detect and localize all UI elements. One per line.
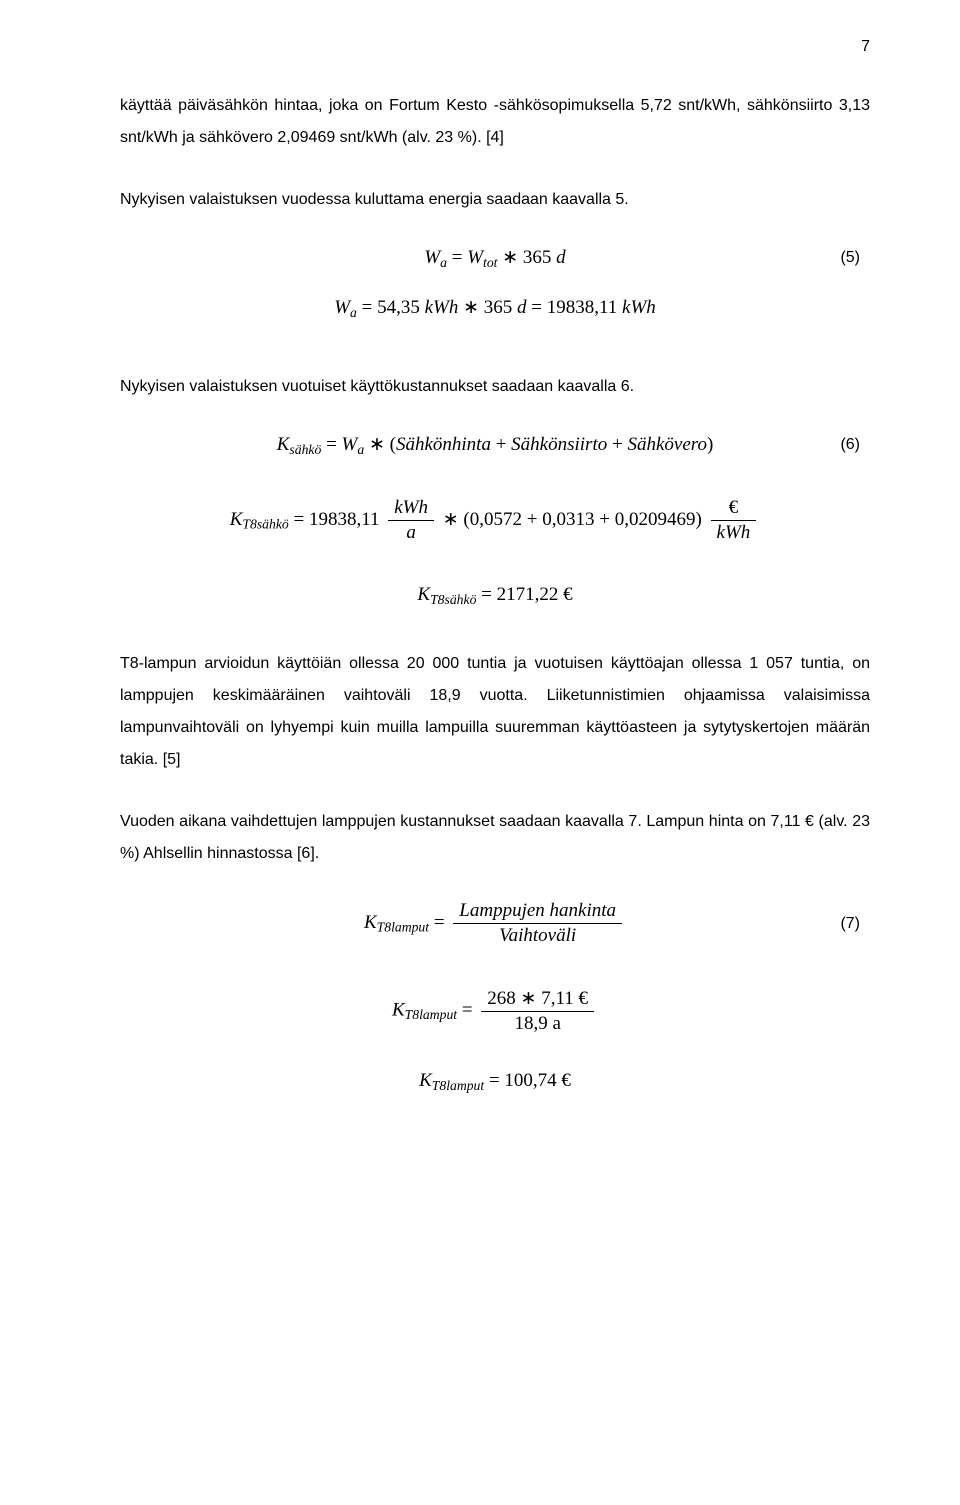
equation-5: Wa = Wtot ∗ 365 d (5) xyxy=(120,246,870,271)
eq-sign: = xyxy=(326,434,341,455)
eq-sign: = xyxy=(434,912,449,933)
sub-sahko: sähkö xyxy=(289,441,321,456)
sub-a: a xyxy=(350,305,357,320)
var-k: K xyxy=(364,912,377,933)
fraction-calc: 268 ∗ 7,11 € 18,9 a xyxy=(481,987,594,1035)
equation-6-result: KT8sähkö = 2171,22 € xyxy=(120,584,870,608)
eq-result: = 100,74 € xyxy=(489,1070,571,1091)
paragraph-5: Vuoden aikana vaihdettujen lamppujen kus… xyxy=(120,806,870,870)
frac-den: 18,9 a xyxy=(481,1012,594,1035)
frac-den-text: 18,9 a xyxy=(514,1013,560,1034)
frac-den: a xyxy=(388,521,434,544)
frac-num: kWh xyxy=(388,497,434,521)
equation-7: KT8lamput = Lamppujen hankinta Vaihtoväl… xyxy=(120,900,870,947)
times-text: ∗ (0,0572 + 0,0313 + 0,0209469) xyxy=(443,509,707,530)
paragraph-4: T8-lampun arvioidun käyttöiän ollessa 20… xyxy=(120,648,870,776)
unit-kwh-2: kWh xyxy=(622,297,656,318)
equation-number-5: (5) xyxy=(840,249,860,267)
var-wa: W xyxy=(342,434,358,455)
var-wtot: W xyxy=(467,247,483,268)
var-k: K xyxy=(419,1070,432,1091)
fraction-eur-kwh: € kWh xyxy=(711,497,757,544)
eq-sign: = xyxy=(462,1000,477,1021)
equation-number-7: (7) xyxy=(840,915,860,933)
equation-7-calc: KT8lamput = 268 ∗ 7,11 € 18,9 a xyxy=(120,987,870,1035)
eq-text: = 19838,11 xyxy=(293,509,384,530)
paragraph-1: käyttää päiväsähkön hintaa, joka on Fort… xyxy=(120,90,870,154)
fraction-hankinta-vaihtovali: Lamppujen hankinta Vaihtoväli xyxy=(453,900,622,947)
val-365: 365 xyxy=(523,247,556,268)
term-sahkonhinta: Sähkönhinta xyxy=(396,434,491,455)
equation-6-calc: KT8sähkö = 19838,11 kWh a ∗ (0,0572 + 0,… xyxy=(120,497,870,544)
unit-kwh: kWh xyxy=(425,297,459,318)
equation-number-6: (6) xyxy=(840,436,860,454)
frac-den: kWh xyxy=(711,521,757,544)
sub-t8lamput: T8lamput xyxy=(405,1008,457,1023)
eq-result: = 2171,22 € xyxy=(481,584,572,605)
equation-6: Ksähkö = Wa ∗ (Sähkönhinta + Sähkönsiirt… xyxy=(120,433,870,458)
times-open: ∗ ( xyxy=(369,434,396,455)
sub-a: a xyxy=(440,255,447,270)
unit-d: d xyxy=(556,247,566,268)
var-k: K xyxy=(277,434,290,455)
plus-1: + xyxy=(491,434,511,455)
frac-num: € xyxy=(711,497,757,521)
page-number: 7 xyxy=(861,38,870,56)
var-wa: W xyxy=(334,297,350,318)
sub-t8lamput: T8lamput xyxy=(377,920,429,935)
var-k: K xyxy=(417,584,430,605)
plus-2: + xyxy=(607,434,627,455)
var-k: K xyxy=(230,509,243,530)
unit-d: d xyxy=(517,297,527,318)
var-k: K xyxy=(392,1000,405,1021)
sub-t8sahko: T8sähkö xyxy=(430,592,476,607)
paragraph-3: Nykyisen valaistuksen vuotuiset käyttöku… xyxy=(120,371,870,403)
sub-tot: tot xyxy=(483,255,497,270)
eq-text: = 54,35 xyxy=(362,297,425,318)
document-page: 7 käyttää päiväsähkön hintaa, joka on Fo… xyxy=(0,0,960,1505)
term-sahkovero: Sähkövero xyxy=(627,434,707,455)
sub-t8lamput: T8lamput xyxy=(432,1078,484,1093)
eq-text-2: = 19838,11 xyxy=(531,297,622,318)
term-sahkonsiirto: Sähkönsiirto xyxy=(511,434,607,455)
sub-t8sahko: T8sähkö xyxy=(242,517,288,532)
frac-num: Lamppujen hankinta xyxy=(453,900,622,924)
fraction-kwh-a: kWh a xyxy=(388,497,434,544)
eq-sign: = xyxy=(452,247,467,268)
times-text: ∗ 365 xyxy=(463,297,517,318)
sub-a: a xyxy=(357,441,364,456)
frac-num: 268 ∗ 7,11 € xyxy=(481,987,594,1012)
equation-5-calc: Wa = 54,35 kWh ∗ 365 d = 19838,11 kWh xyxy=(120,296,870,321)
frac-den: Vaihtoväli xyxy=(453,924,622,947)
paragraph-2: Nykyisen valaistuksen vuodessa kuluttama… xyxy=(120,184,870,216)
var-wa: W xyxy=(424,247,440,268)
equation-7-result: KT8lamput = 100,74 € xyxy=(120,1070,870,1094)
close-paren: ) xyxy=(707,434,713,455)
times: ∗ xyxy=(502,247,523,268)
